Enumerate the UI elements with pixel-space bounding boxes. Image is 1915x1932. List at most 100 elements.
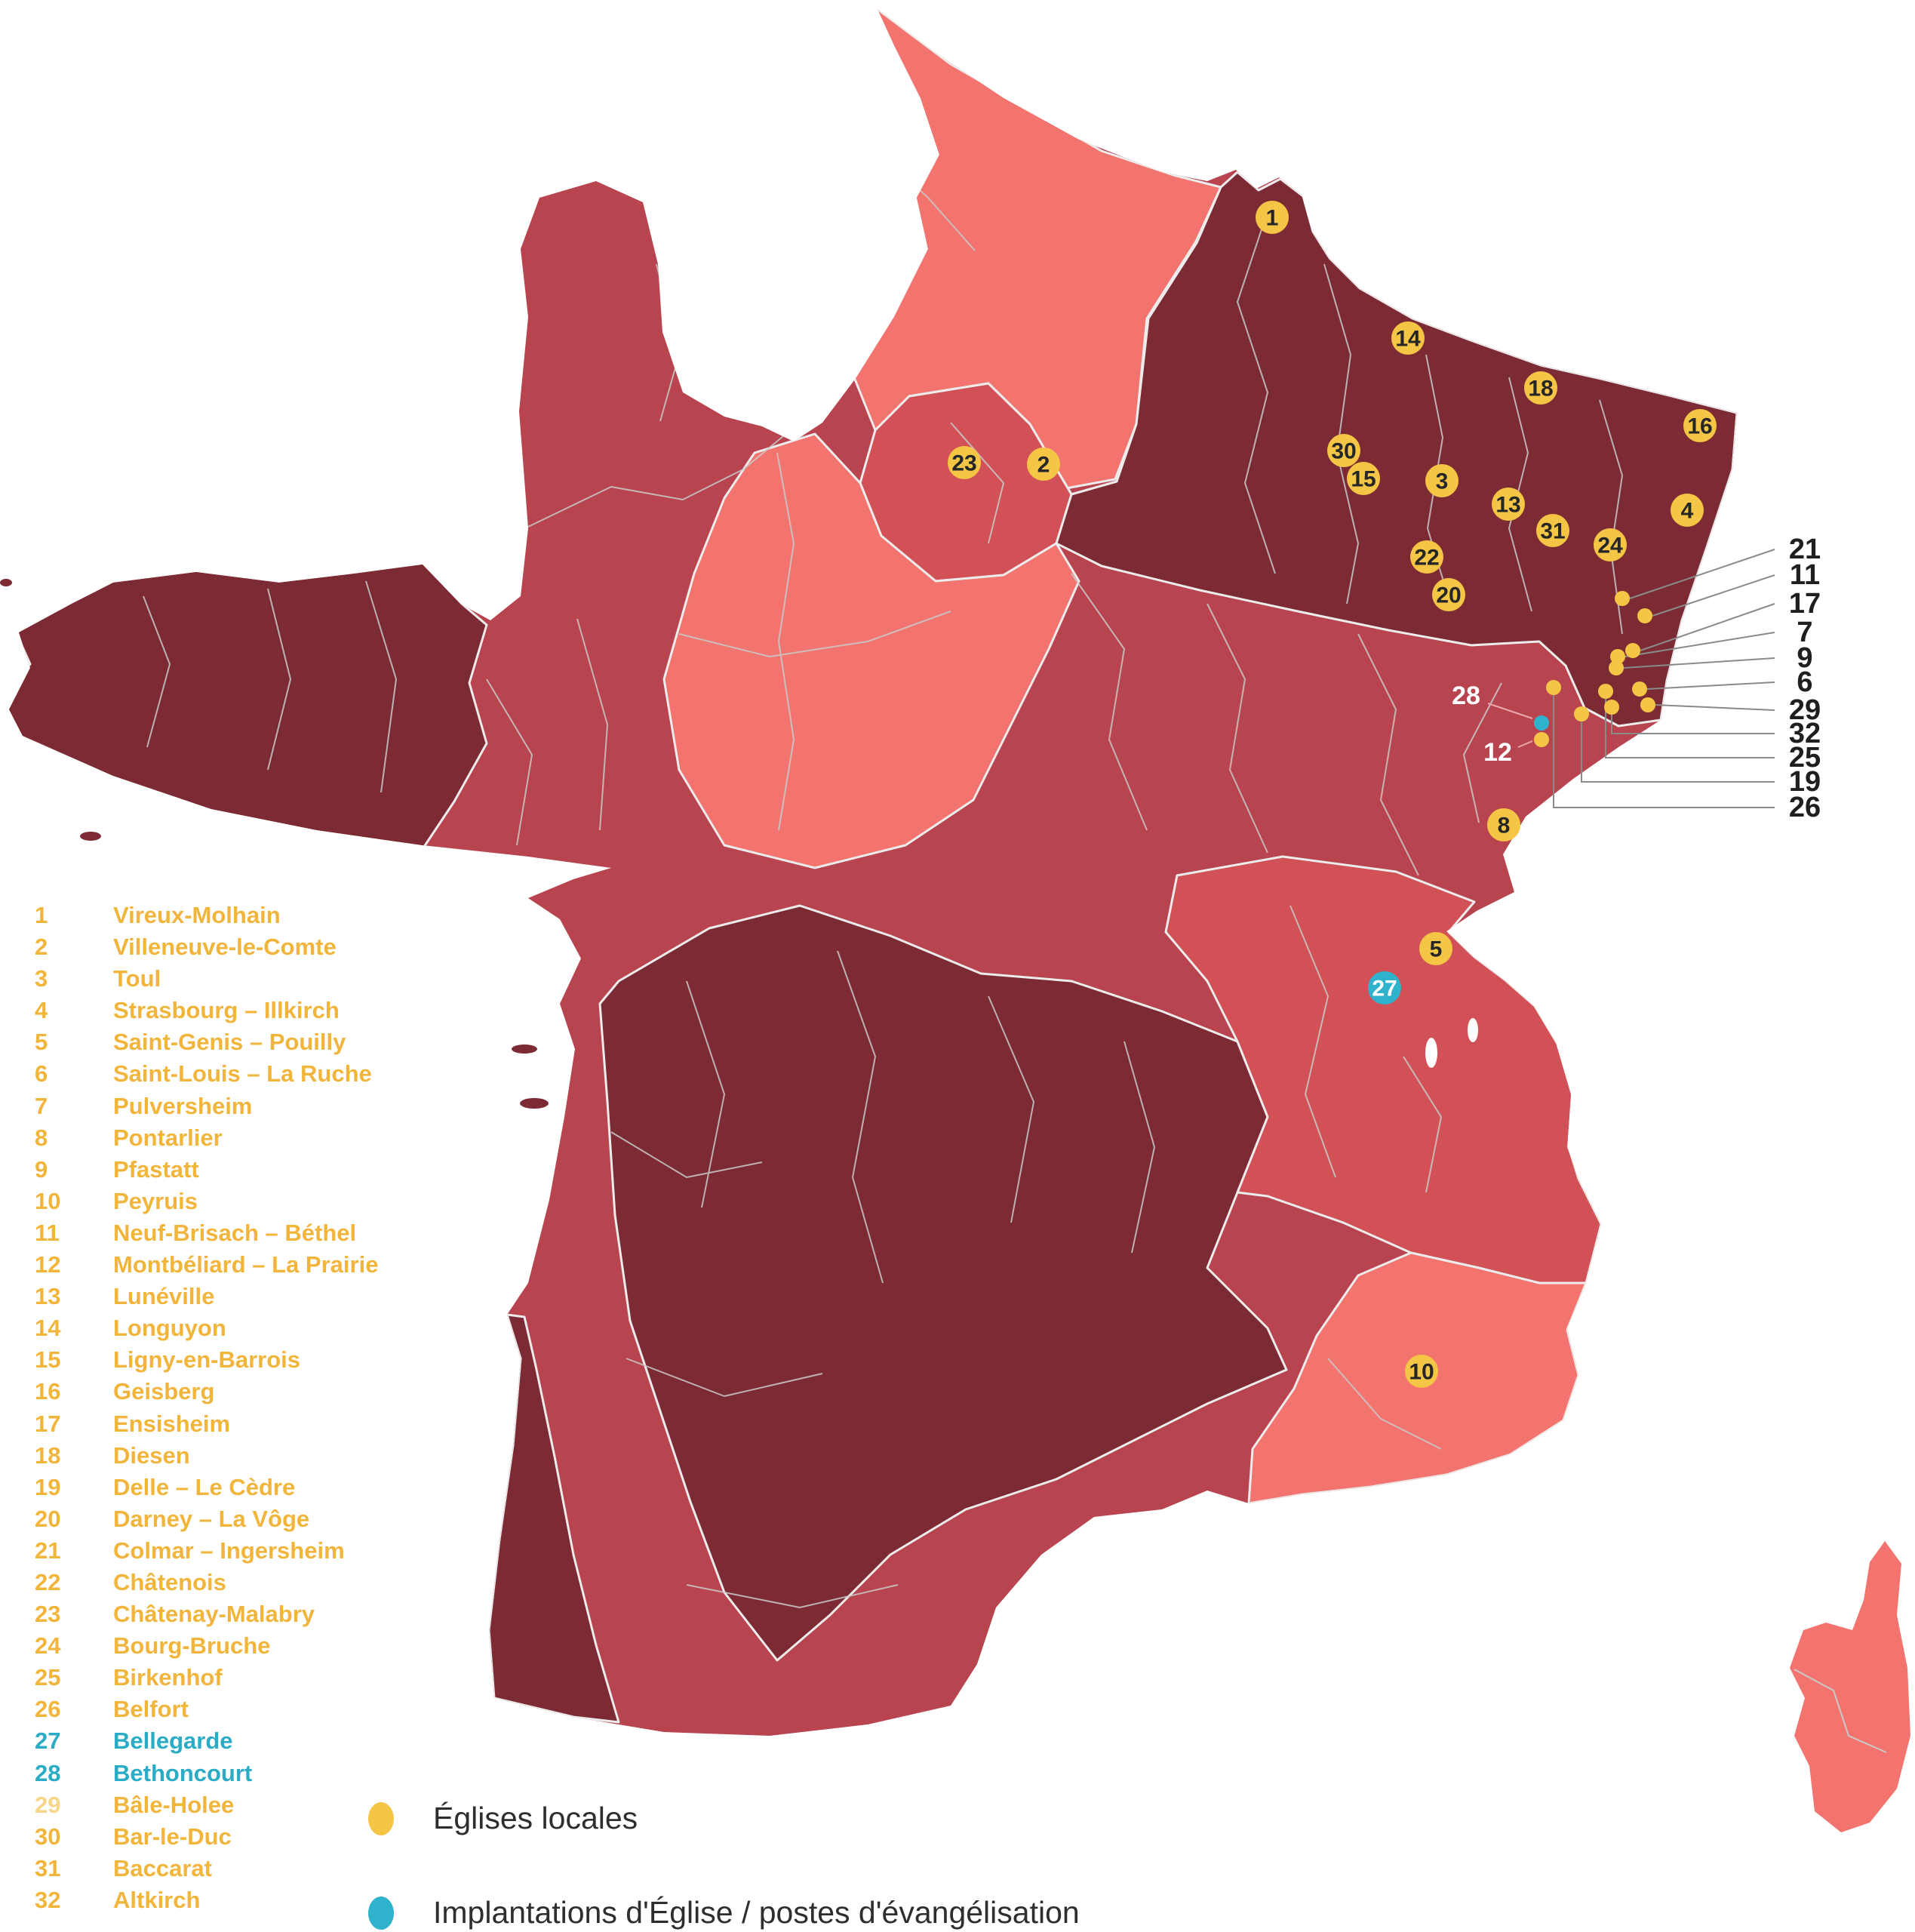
location-number: 21 — [35, 1537, 61, 1564]
location-name: Pfastatt — [113, 1155, 199, 1183]
map-marker-8[interactable]: 8 — [1487, 808, 1520, 841]
callout-dot-17[interactable] — [1625, 643, 1640, 658]
location-number: 27 — [35, 1727, 61, 1755]
map-marker-22[interactable]: 22 — [1410, 540, 1443, 574]
map-marker-18[interactable]: 18 — [1524, 371, 1557, 405]
location-name: Colmar – Ingersheim — [113, 1537, 345, 1564]
location-number: 23 — [35, 1601, 61, 1628]
location-list-item-4: 4 Strasbourg – Illkirch — [35, 995, 457, 1026]
map-marker-2[interactable]: 2 — [1027, 448, 1060, 481]
callout-line-26 — [1553, 695, 1775, 808]
callout-label-6: 6 — [1797, 666, 1812, 698]
location-number: 9 — [35, 1155, 48, 1183]
map-marker-30[interactable]: 30 — [1327, 434, 1360, 467]
callout-dot-11[interactable] — [1637, 608, 1652, 623]
location-list-item-25: 25 Birkenhof — [35, 1662, 457, 1694]
callout-dot-9[interactable] — [1609, 660, 1624, 675]
map-marker-24[interactable]: 24 — [1594, 528, 1627, 561]
inline-label-28: 28 — [1452, 681, 1480, 710]
map-dot-28[interactable] — [1534, 715, 1549, 731]
map-marker-23[interactable]: 23 — [948, 446, 981, 479]
location-number: 16 — [35, 1378, 61, 1405]
location-name: Belfort — [113, 1696, 189, 1723]
location-list-item-11: 11 Neuf-Brisach – Béthel — [35, 1217, 457, 1249]
location-name: Ligny-en-Barrois — [113, 1346, 301, 1374]
location-list-item-2: 2 Villeneuve-le-Comte — [35, 931, 457, 963]
callout-line-29 — [1655, 704, 1775, 711]
map-marker-4[interactable]: 4 — [1671, 494, 1704, 527]
location-list-item-17: 17 Ensisheim — [35, 1408, 457, 1440]
location-list-item-30: 30 Bar-le-Duc — [35, 1821, 457, 1853]
marker-number: 20 — [1436, 583, 1461, 608]
map-marker-3[interactable]: 3 — [1425, 464, 1459, 497]
location-list-item-8: 8 Pontarlier — [35, 1122, 457, 1154]
location-name: Châtenois — [113, 1568, 226, 1595]
eglise-swatch-icon — [368, 1801, 394, 1835]
marker-number: 8 — [1498, 814, 1511, 838]
map-marker-13[interactable]: 13 — [1492, 488, 1525, 521]
map-marker-27[interactable]: 27 — [1368, 971, 1401, 1004]
location-number: 14 — [35, 1315, 61, 1342]
implantation-swatch-icon — [368, 1896, 394, 1930]
marker-number: 23 — [951, 451, 976, 476]
map-markers: 1 23 2 14 18 16 30 15 3 13 31 24 4 22 20 8 5 27 10 — [948, 201, 1717, 1388]
callout-dot-32[interactable] — [1604, 700, 1619, 715]
map-marker-14[interactable]: 14 — [1391, 321, 1425, 355]
location-list-item-13: 13 Lunéville — [35, 1281, 457, 1312]
marker-number: 14 — [1395, 327, 1421, 352]
location-number: 13 — [35, 1283, 61, 1310]
map-dot-12[interactable] — [1534, 732, 1549, 747]
location-list-item-32: 32 Altkirch — [35, 1884, 457, 1916]
location-number: 20 — [35, 1505, 61, 1532]
location-list-item-10: 10 Peyruis — [35, 1186, 457, 1217]
location-number: 12 — [35, 1251, 61, 1278]
marker-number: 5 — [1430, 937, 1443, 962]
location-name: Birkenhof — [113, 1664, 223, 1691]
location-number: 24 — [35, 1632, 61, 1660]
callout-line-32 — [1611, 715, 1775, 734]
location-number: 4 — [35, 997, 48, 1024]
location-number: 28 — [35, 1759, 61, 1786]
region-centre-val-de-loire — [662, 432, 1080, 869]
callout-dot-21[interactable] — [1615, 591, 1630, 606]
map-marker-5[interactable]: 5 — [1419, 932, 1452, 965]
location-list-item-12: 12 Montbéliard – La Prairie — [35, 1249, 457, 1281]
location-list-item-3: 3 Toul — [35, 963, 457, 995]
map-marker-16[interactable]: 16 — [1683, 409, 1717, 442]
callout-dot-6[interactable] — [1632, 681, 1647, 697]
region-landes-cote-atlantique — [487, 1313, 620, 1724]
location-name: Neuf-Brisach – Béthel — [113, 1219, 357, 1246]
callout-label-17: 17 — [1789, 588, 1821, 620]
callout-line-9 — [1623, 657, 1775, 669]
location-name: Vireux-Molhain — [113, 902, 281, 928]
callout-dot-26[interactable] — [1546, 680, 1561, 695]
map-marker-31[interactable]: 31 — [1536, 514, 1569, 547]
location-number: 30 — [35, 1823, 61, 1850]
location-name: Saint-Genis – Pouilly — [113, 1029, 346, 1056]
region-corse — [1790, 1541, 1910, 1832]
location-name: Altkirch — [113, 1886, 201, 1913]
callout-dots — [1546, 591, 1655, 721]
map-marker-10[interactable]: 10 — [1405, 1355, 1438, 1388]
callout-dot-29[interactable] — [1640, 697, 1655, 712]
map-marker-15[interactable]: 15 — [1347, 462, 1380, 495]
location-list-item-5: 5 Saint-Genis – Pouilly — [35, 1026, 457, 1058]
callout-dot-19[interactable] — [1574, 706, 1589, 721]
map-marker-1[interactable]: 1 — [1256, 201, 1289, 234]
marker-number: 4 — [1681, 499, 1694, 524]
location-number: 32 — [35, 1886, 61, 1913]
location-list-item-14: 14 Longuyon — [35, 1312, 457, 1344]
location-name: Peyruis — [113, 1187, 198, 1214]
location-list-item-31: 31 Baccarat — [35, 1853, 457, 1884]
location-number: 7 — [35, 1092, 48, 1119]
marker-number: 22 — [1414, 546, 1439, 571]
callout-dot-25[interactable] — [1598, 684, 1613, 699]
legend-label: Implantations d'Église / postes d'évangé… — [433, 1895, 1080, 1930]
location-list-item-15: 15 Ligny-en-Barrois — [35, 1344, 457, 1376]
location-name: Pontarlier — [113, 1124, 223, 1151]
marker-number: 16 — [1687, 414, 1712, 439]
callout-dot-7[interactable] — [1610, 649, 1625, 664]
map-marker-20[interactable]: 20 — [1432, 578, 1465, 611]
location-name: Toul — [113, 965, 161, 992]
